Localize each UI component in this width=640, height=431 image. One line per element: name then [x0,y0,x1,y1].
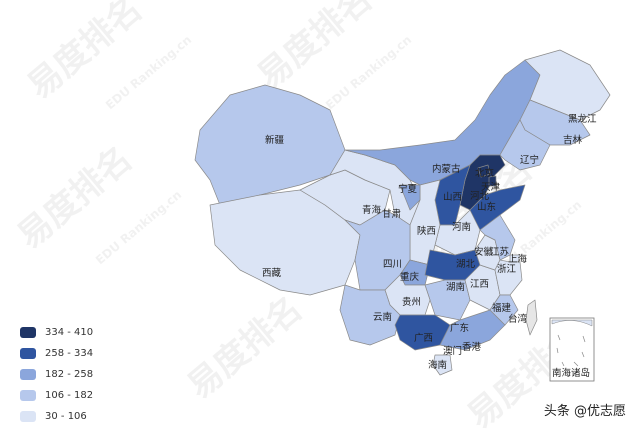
label-hunan: 湖南 [446,281,465,293]
label-ningxia: 宁夏 [398,183,418,195]
label-guangxi: 广西 [414,332,433,344]
label-xianggang: 香港 [462,341,482,353]
legend-item[interactable]: 30 - 106 [20,406,93,427]
province-heilongjiang[interactable] [524,49,611,121]
inset-label: 南海诸岛 [552,367,590,379]
legend-item[interactable]: 182 - 258 [20,364,93,385]
label-neimenggu: 内蒙古 [432,163,461,175]
label-henan: 河南 [452,221,471,233]
label-guizhou: 贵州 [402,296,421,308]
legend-swatch [20,411,36,422]
label-yunnan: 云南 [373,311,392,323]
province-beijing[interactable] [477,164,491,178]
label-hainan: 海南 [428,359,447,371]
label-jiangxi: 江西 [470,279,489,290]
label-sichuan: 四川 [383,259,402,270]
province-labels: 新疆 西藏 青海 甘肃 内蒙古 黑龙江 吉林 辽宁 河北 北京 天津 山西 山东… [262,113,597,371]
legend-swatch [20,369,36,380]
label-fujian: 福建 [492,302,512,314]
province-taiwan[interactable] [525,299,538,336]
province-tianjin[interactable] [488,175,497,187]
watermark-sub: EDU Ranking.cn [93,188,184,268]
legend-item[interactable]: 258 - 334 [20,343,93,364]
legend-swatch [20,327,36,338]
legend-label: 182 - 258 [45,369,94,380]
label-jilin: 吉林 [563,134,583,146]
label-qinghai: 青海 [362,204,382,216]
watermark: 易度排名 [180,289,310,407]
label-heilongjiang: 黑龙江 [568,113,597,125]
label-taiwan: 台湾 [508,313,528,325]
legend-item[interactable]: 334 - 410 [20,322,93,343]
label-xizang: 西藏 [262,267,282,279]
province-zhejiang[interactable] [494,259,523,296]
legend-label: 334 - 410 [45,327,94,338]
label-shaanxi: 陕西 [417,225,436,237]
province-henan[interactable] [434,209,481,256]
province-ningxia[interactable] [399,184,421,211]
label-beijing: 北京 [475,167,494,179]
label-jiangsu: 江苏 [490,246,510,258]
label-xinjiang: 新疆 [265,134,285,146]
label-zhejiang: 浙江 [497,263,517,275]
province-guangdong[interactable] [439,309,506,351]
label-anhui: 安徽 [474,246,494,258]
legend: 334 - 410 258 - 334 182 - 258 106 - 182 … [20,322,93,427]
legend-label: 258 - 334 [45,348,94,359]
label-hebei: 河北 [470,190,490,202]
label-guangdong: 广东 [450,322,469,334]
label-hubei: 湖北 [456,259,476,270]
label-shanxi: 山西 [443,192,462,203]
legend-label: 106 - 182 [45,390,94,401]
province-fujian[interactable] [489,294,519,326]
legend-label: 30 - 106 [45,411,87,422]
province-hunan[interactable] [424,279,471,321]
legend-item[interactable]: 106 - 182 [20,385,93,406]
source-credit: 头条 @优志愿 [543,404,626,419]
province-liaoning[interactable] [499,119,551,171]
south-china-sea-inset: 南海诸岛 [549,317,595,382]
label-gansu: 甘肃 [382,208,401,220]
province-jiangsu[interactable] [479,214,516,261]
label-shandong: 山东 [477,201,496,213]
province-hainan[interactable] [432,354,453,376]
label-tianjin: 天津 [481,182,501,193]
legend-swatch [20,390,36,401]
label-chongqing: 重庆 [400,271,420,283]
label-shanghai: 上海 [508,253,528,265]
label-aomen: 澳门 [443,345,462,357]
label-liaoning: 辽宁 [520,154,539,166]
legend-swatch [20,348,36,359]
